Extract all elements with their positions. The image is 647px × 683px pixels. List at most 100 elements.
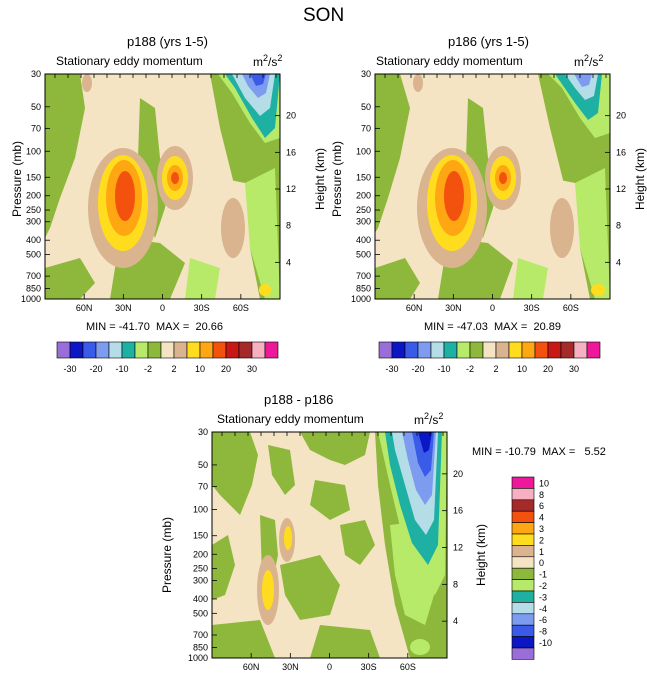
- panel-diff-ylabel: Pressure (mb): [160, 517, 174, 594]
- colorbar-swatch: [511, 567, 535, 580]
- colorbar-label: -10: [115, 364, 128, 374]
- colorbar-label: 30: [247, 364, 257, 374]
- colorbar-swatch: [264, 341, 279, 359]
- colorbar-label: -6: [539, 615, 547, 625]
- y2-tick-label: 12: [286, 184, 296, 194]
- y-tick-label: 700: [26, 271, 41, 281]
- colorbar-label: 10: [539, 478, 549, 488]
- colorbar-swatch: [469, 341, 484, 359]
- colorbar-swatch: [511, 579, 535, 592]
- colorbar-label: -10: [539, 638, 552, 648]
- x-tick-label: 0: [160, 303, 165, 313]
- y2-tick-label: 8: [453, 579, 458, 589]
- y2-tick-label: 20: [616, 111, 626, 121]
- y-tick-label: 30: [31, 69, 41, 79]
- colorbar-swatch: [511, 488, 535, 501]
- colorbar-swatch: [511, 613, 535, 626]
- colorbar-swatch: [511, 522, 535, 535]
- y2-tick-label: 16: [453, 506, 463, 516]
- colorbar-label: 3: [539, 524, 544, 534]
- y2-tick-label: 12: [616, 184, 626, 194]
- y-tick-label: 200: [356, 191, 371, 201]
- colorbar-label: 0: [539, 558, 544, 568]
- colorbar-label: -1: [539, 570, 547, 580]
- panel-right-title: p186 (yrs 1-5): [448, 34, 529, 49]
- y-tick-label: 70: [31, 123, 41, 133]
- x-tick-label: 60S: [400, 662, 416, 672]
- colorbar-label: -4: [539, 604, 547, 614]
- x-tick-label: 60N: [76, 303, 93, 313]
- colorbar-label: -20: [411, 364, 424, 374]
- colorbar-swatch: [547, 341, 562, 359]
- y2-tick-label: 8: [616, 221, 621, 231]
- x-tick-label: 30N: [115, 303, 132, 313]
- y-tick-label: 1000: [188, 653, 208, 663]
- y-tick-label: 200: [193, 549, 208, 559]
- y-tick-label: 250: [356, 205, 371, 215]
- colorbar-swatch: [508, 341, 523, 359]
- colorbar-swatch: [482, 341, 497, 359]
- y-tick-label: 500: [356, 250, 371, 260]
- colorbar-swatch: [95, 341, 110, 359]
- x-tick-label: 60S: [563, 303, 579, 313]
- y-tick-label: 200: [26, 191, 41, 201]
- panel-left-minmax: MIN = -41.70 MAX = 20.66: [86, 321, 223, 333]
- colorbar-label: -30: [385, 364, 398, 374]
- y-tick-label: 850: [193, 643, 208, 653]
- colorbar-swatch: [511, 636, 535, 649]
- colorbar-label: 20: [543, 364, 553, 374]
- x-tick-label: 60N: [406, 303, 423, 313]
- colorbar-label: 4: [539, 513, 544, 523]
- y2-tick-label: 20: [453, 469, 463, 479]
- x-tick-label: 60S: [233, 303, 249, 313]
- x-tick-label: 30N: [282, 662, 299, 672]
- colorbar-label: -2: [144, 364, 152, 374]
- y2-tick-label: 16: [616, 147, 626, 157]
- y-tick-label: 400: [193, 594, 208, 604]
- y-tick-label: 30: [198, 427, 208, 437]
- x-tick-label: 60N: [243, 662, 260, 672]
- y-tick-label: 50: [198, 460, 208, 470]
- colorbar-swatch: [173, 341, 188, 359]
- colorbar-swatch: [443, 341, 458, 359]
- colorbar-swatch: [238, 341, 253, 359]
- y-tick-label: 300: [193, 575, 208, 585]
- colorbar-label: 2: [539, 535, 544, 545]
- panel-right-subtitle: Stationary eddy momentum: [376, 54, 523, 68]
- colorbar-swatch: [160, 341, 175, 359]
- panel-diff-field: [212, 432, 447, 658]
- y2-tick-label: 4: [453, 616, 458, 626]
- y2-tick-label: 4: [616, 257, 621, 267]
- x-tick-label: 30S: [524, 303, 540, 313]
- y2-tick-label: 12: [453, 543, 463, 553]
- colorbar-label: 10: [195, 364, 205, 374]
- panel-left-units: m2/s2: [253, 53, 283, 69]
- colorbar-label: 2: [493, 364, 498, 374]
- colorbar-swatch: [212, 341, 227, 359]
- colorbar-swatch: [378, 341, 393, 359]
- x-tick-label: 0: [490, 303, 495, 313]
- y-tick-label: 150: [356, 172, 371, 182]
- panel-diff-title: p188 - p186: [264, 392, 334, 407]
- colorbar-swatch: [199, 341, 214, 359]
- colorbar-swatch: [573, 341, 588, 359]
- y-tick-label: 700: [193, 630, 208, 640]
- colorbar-label: -30: [63, 364, 76, 374]
- colorbar-swatch: [511, 510, 535, 523]
- colorbar-swatch: [511, 545, 535, 558]
- colorbar-swatch: [56, 341, 71, 359]
- y-tick-label: 100: [356, 146, 371, 156]
- colorbar-swatch: [511, 590, 535, 603]
- colorbar-swatch: [404, 341, 419, 359]
- colorbar-swatch: [586, 341, 601, 359]
- colorbar-swatch: [430, 341, 445, 359]
- colorbar-label: -20: [89, 364, 102, 374]
- panel-right-minmax: MIN = -47.03 MAX = 20.89: [424, 321, 561, 333]
- y-tick-label: 150: [193, 531, 208, 541]
- y-tick-label: 300: [356, 217, 371, 227]
- y-tick-label: 400: [356, 235, 371, 245]
- colorbar-swatch: [495, 341, 510, 359]
